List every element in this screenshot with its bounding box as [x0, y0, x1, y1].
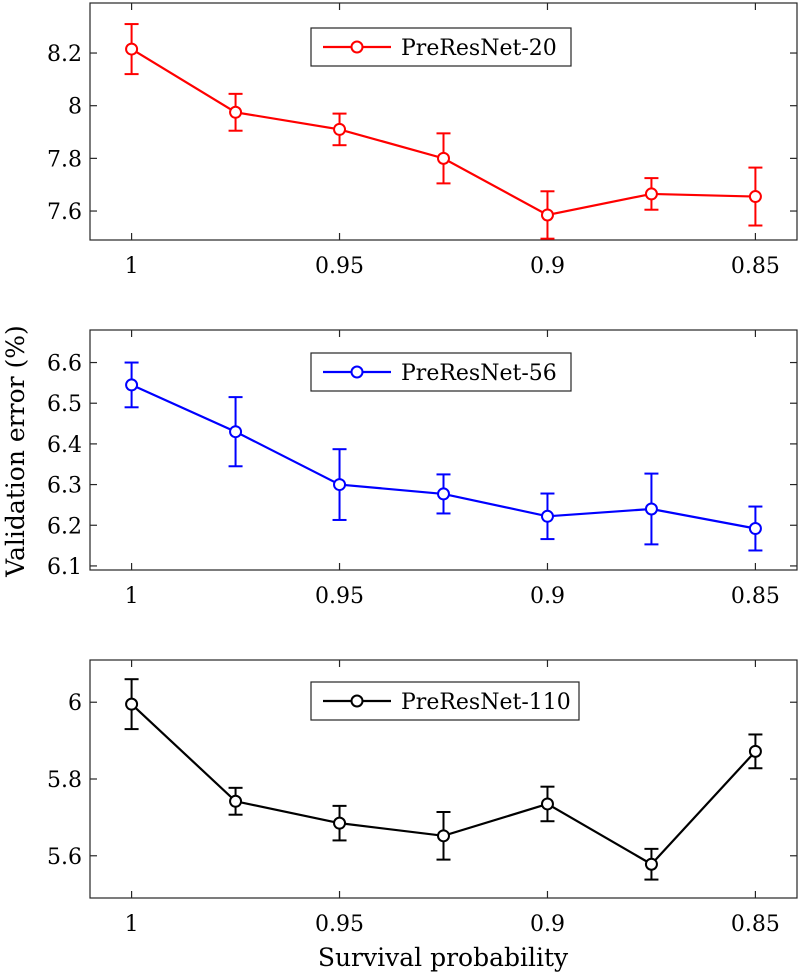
data-point — [540, 208, 554, 222]
data-point — [229, 425, 243, 439]
data-point — [748, 522, 762, 536]
legend-marker — [350, 40, 364, 54]
x-tick-label: 0.9 — [530, 912, 565, 937]
y-tick-label: 6.1 — [47, 555, 82, 580]
axes-box — [89, 2, 798, 241]
data-point — [437, 829, 450, 843]
y-tick-label: 6 — [68, 691, 82, 716]
legend-label: PreResNet-20 — [401, 36, 557, 61]
x-tick-label: 0.95 — [315, 584, 364, 609]
y-tick-label: 8 — [68, 95, 82, 120]
y-tick-label: 7.8 — [47, 147, 82, 172]
y-tick-label: 6.2 — [47, 514, 82, 539]
x-tick-label: 0.95 — [315, 254, 364, 279]
legend-marker — [350, 365, 364, 379]
data-point — [229, 105, 243, 119]
legend-marker — [350, 694, 364, 708]
data-point — [125, 697, 139, 711]
panel-2: 1 0.95 0.9 0.85 6.1 6.2 6.3 6.4 6.5 6.6 PreResNet-… — [47, 329, 798, 609]
axes-box — [89, 329, 798, 571]
data-point — [644, 502, 658, 516]
x-axis-title: Survival probability — [318, 943, 569, 972]
legend-label: PreResNet-56 — [401, 361, 557, 386]
x-tick-label: 0.85 — [731, 254, 780, 279]
panel-1: 1 0.95 0.9 0.85 7.6 7.8 8 8.2 PreResNet-20 — [47, 2, 798, 279]
legend-label: PreResNet-110 — [401, 690, 571, 715]
y-tick-label: 6.6 — [47, 352, 82, 377]
x-tick-label: 1 — [125, 254, 139, 279]
data-point — [333, 478, 347, 492]
x-tick-label: 1 — [125, 912, 139, 937]
y-axis-title: Validation error (%) — [1, 325, 30, 578]
data-point — [333, 816, 347, 830]
y-tick-label: 7.6 — [47, 200, 82, 225]
y-tick-label: 6.4 — [47, 433, 82, 458]
data-point — [540, 797, 554, 811]
data-point — [333, 122, 347, 136]
data-point — [644, 187, 658, 201]
x-tick-label: 0.85 — [731, 584, 780, 609]
x-tick-label: 0.95 — [315, 912, 364, 937]
panel-3: 1 0.95 0.9 0.85 5.6 5.8 6 PreResNet-110 — [47, 659, 798, 937]
data-point — [125, 42, 139, 56]
y-tick-label: 8.2 — [47, 42, 82, 67]
y-tick-label: 6.5 — [47, 392, 82, 417]
data-point — [540, 509, 554, 523]
y-tick-label: 6.3 — [47, 474, 82, 499]
series-line — [131, 48, 756, 217]
data-point — [437, 487, 450, 501]
data-point — [229, 794, 243, 808]
x-tick-label: 0.9 — [530, 254, 565, 279]
y-tick-label: 5.8 — [47, 768, 82, 793]
data-point — [437, 151, 450, 165]
x-tick-label: 0.9 — [530, 584, 565, 609]
data-point — [748, 744, 762, 758]
data-point — [125, 378, 139, 392]
x-tick-label: 1 — [125, 584, 139, 609]
data-point — [644, 857, 658, 871]
y-tick-label: 5.6 — [47, 845, 82, 870]
x-tick-label: 0.85 — [731, 912, 780, 937]
data-point — [748, 190, 762, 204]
